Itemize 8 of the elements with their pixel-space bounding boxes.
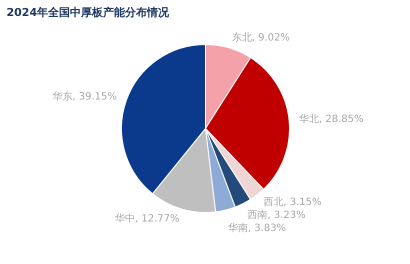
slice-label: 西北, 3.15% xyxy=(263,196,322,208)
chart-title: 2024年全国中厚板产能分布情况 xyxy=(6,6,170,19)
slice-label: 华南, 3.83% xyxy=(228,222,286,234)
slice-label: 东北, 9.02% xyxy=(232,32,290,44)
slice-label: 华东, 39.15% xyxy=(52,90,117,103)
slice-label: 华中, 12.77% xyxy=(114,212,180,224)
slice-label: 华北, 28.85% xyxy=(299,112,364,125)
slice-label: 西南, 3.23% xyxy=(247,209,306,222)
